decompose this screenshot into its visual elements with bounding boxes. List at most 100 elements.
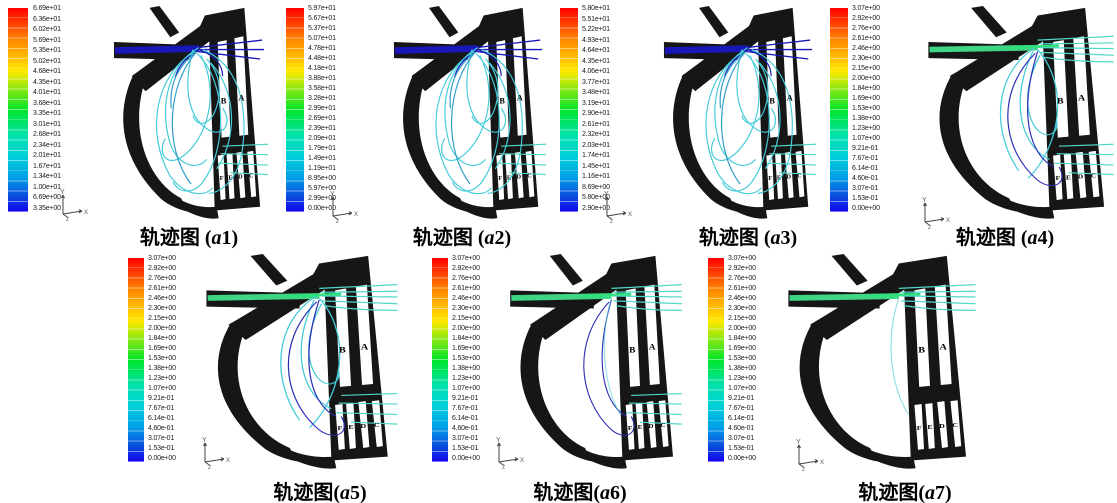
- colorbar-tick-label: 5.80e+00: [582, 194, 610, 202]
- colorbar-tick-label: 0.00e+00: [852, 205, 880, 212]
- colorbar-tick-label: 5.97e+00: [308, 185, 336, 192]
- slat-label-a: A: [238, 94, 244, 103]
- colorbar-tick-label: 1.38e+00: [728, 365, 756, 372]
- colorbar-tick-label: 4.68e+01: [33, 68, 61, 76]
- colorbar-tick-label: 0.00e+00: [148, 455, 176, 462]
- colorbar-tick-label: 1.53e+00: [452, 355, 480, 362]
- colorbar-tick-label: 3.07e-01: [852, 185, 879, 192]
- colorbar-tick-label: 4.35e+01: [33, 78, 61, 86]
- colorbar-tick-label: 2.68e+01: [33, 131, 61, 139]
- caption-text: 轨迹图 (: [698, 227, 771, 249]
- colorbar-labels: 3.07e+00 2.92e+00 2.76e+00 2.61e+00 2.46e+00…: [728, 255, 756, 463]
- colorbar-tick-label: 2.39e+01: [308, 125, 336, 132]
- colorbar-tick-label: 1.84e+00: [148, 335, 176, 342]
- colorbar-labels: 6.69e+01 6.36e+01 6.02e+01 5.69e+01 5.35e+01…: [33, 5, 61, 213]
- colorbar-tick-label: 4.78e+01: [308, 45, 336, 52]
- panel-a4: 3.07e+00 2.92e+00 2.76e+00 2.61e+00 2.46e+00…: [824, 4, 1117, 250]
- colorbar-tick-label: 4.18e+01: [308, 65, 336, 72]
- colorbar-tick-label: 2.46e+00: [148, 295, 176, 302]
- trajectory-plot: B A F E D C: [392, 6, 547, 219]
- slat-label-b: B: [499, 97, 505, 106]
- colorbar-tick-label: 3.07e+00: [728, 255, 756, 262]
- caption-index-number: 2): [494, 227, 512, 249]
- panel-caption: 轨迹图 (a2): [367, 221, 557, 250]
- colorbar-tick-label: 3.07e-01: [452, 435, 479, 442]
- colorbar-tick-label: 7.67e-01: [452, 405, 479, 412]
- axis-z-label: Z: [208, 465, 211, 470]
- caption-index-number: 4): [1037, 227, 1055, 249]
- colorbar-tick-label: 0.00e+00: [308, 205, 336, 212]
- caption-index-number: 3): [780, 227, 798, 249]
- colorbar-tick-label: 3.35e+00: [33, 204, 61, 212]
- colorbar-tick-label: 5.69e+01: [33, 36, 61, 44]
- colorbar-tick-label: 6.14e-01: [728, 415, 755, 422]
- colorbar-tick-label: 1.53e+00: [852, 105, 880, 112]
- colorbar-tick-label: 9.21e-01: [452, 395, 479, 402]
- colorbar-tick-label: 2.99e+00: [308, 195, 336, 202]
- colorbar-tick-label: 3.88e+01: [308, 75, 336, 82]
- colorbar-tick-label: 3.48e+01: [582, 89, 610, 97]
- axis-z-label: Z: [502, 465, 505, 470]
- colorbar-tick-label: 2.46e+00: [452, 295, 480, 302]
- caption-index-letter: a: [925, 482, 935, 503]
- axis-triad: Y X Z: [60, 189, 88, 222]
- colorbar-tick-label: 2.92e+00: [148, 265, 176, 272]
- slat-label-e: E: [228, 174, 232, 181]
- colorbar-tick-label: 2.00e+00: [852, 75, 880, 82]
- panel-a7: 3.07e+00 2.92e+00 2.76e+00 2.61e+00 2.46e+00…: [702, 254, 992, 503]
- axis-z-label: Z: [66, 217, 69, 222]
- axis-y-label: Y: [604, 191, 609, 198]
- axis-y-label: Y: [796, 439, 801, 446]
- slat-label-c: C: [249, 172, 254, 179]
- colorbar-tick-label: 1.69e+00: [728, 345, 756, 352]
- colorbar-tick-label: 6.69e+00: [33, 194, 61, 202]
- panel-a6: 3.07e+00 2.92e+00 2.76e+00 2.61e+00 2.46e+00…: [426, 254, 706, 503]
- slat-label-b: B: [221, 97, 227, 106]
- colorbar-gradient: [128, 258, 144, 462]
- colorbar-tick-label: 6.69e+01: [33, 5, 61, 12]
- colorbar-tick-label: 5.97e+01: [308, 5, 336, 12]
- colorbar-tick-label: 2.30e+00: [852, 55, 880, 62]
- colorbar-tick-label: 4.60e-01: [728, 425, 755, 432]
- colorbar-tick-label: 0.00e+00: [728, 455, 756, 462]
- axis-z-label: Z: [336, 219, 339, 224]
- panel-a2: 5.97e+01 5.67e+01 5.37e+01 5.07e+01 4.78e+01…: [280, 4, 554, 250]
- slat-label-f: F: [1055, 175, 1060, 182]
- colorbar-tick-label: 8.95e+00: [308, 175, 336, 182]
- colorbar-gradient: [830, 8, 848, 212]
- slat-label-c: C: [797, 172, 802, 179]
- colorbar-tick-label: 1.84e+00: [728, 335, 756, 342]
- colorbar-tick-label: 2.61e+00: [452, 285, 480, 292]
- colorbar-tick-label: 3.01e+01: [33, 120, 61, 128]
- colorbar-tick-label: 1.45e+01: [582, 162, 610, 170]
- colorbar-tick-label: 2.61e+00: [148, 285, 176, 292]
- colorbar-labels: 3.07e+00 2.92e+00 2.76e+00 2.61e+00 2.46e+00…: [452, 255, 480, 463]
- axis-triad: Y X Z: [496, 437, 524, 470]
- colorbar-gradient: [432, 258, 448, 462]
- axis-x-label: X: [354, 212, 358, 218]
- colorbar-tick-label: 8.69e+00: [582, 183, 610, 191]
- slat-label-e: E: [1066, 174, 1072, 181]
- colorbar-tick-label: 1.23e+00: [452, 375, 480, 382]
- caption-index-number: 7): [935, 482, 952, 503]
- colorbar-tick-label: 1.16e+01: [582, 173, 610, 181]
- colorbar-tick-label: 2.15e+00: [148, 315, 176, 322]
- colorbar-tick-label: 4.35e+01: [582, 57, 610, 65]
- slat-label-c: C: [527, 172, 532, 179]
- axis-x-label: X: [820, 460, 824, 466]
- panel-caption: 轨迹图 (a4): [910, 221, 1100, 250]
- axis-y-label: Y: [330, 191, 335, 198]
- colorbar-tick-label: 4.93e+01: [582, 36, 610, 44]
- colorbar-tick-label: 1.84e+00: [852, 85, 880, 92]
- colorbar-tick-label: 2.76e+00: [728, 275, 756, 282]
- colorbar-tick-label: 2.61e+00: [728, 285, 756, 292]
- caption-text: 轨迹图(: [858, 482, 925, 503]
- trajectory-plot: B A F E D C: [926, 6, 1115, 219]
- colorbar-tick-label: 2.30e+00: [728, 305, 756, 312]
- colorbar-tick-label: 1.53e+00: [728, 355, 756, 362]
- colorbar-tick-label: 4.60e-01: [452, 425, 479, 432]
- colorbar-tick-label: 7.67e-01: [852, 155, 879, 162]
- colorbar-tick-label: 2.09e+01: [308, 135, 336, 142]
- axis-x-label: X: [946, 218, 950, 224]
- slat-label-a: A: [787, 94, 793, 103]
